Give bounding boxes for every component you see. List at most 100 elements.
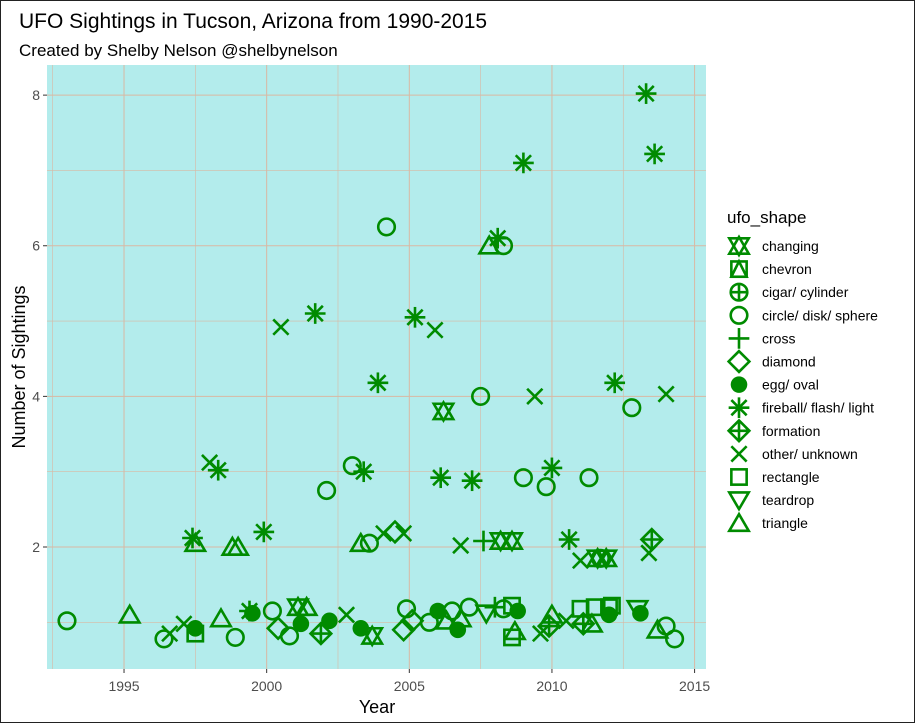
- legend-label: chevron: [762, 261, 812, 277]
- data-point-changing: [431, 399, 456, 423]
- data-point-circle: [513, 468, 533, 488]
- legend-key-changing: [727, 234, 751, 258]
- data-point-other: [337, 606, 356, 624]
- data-point-circle: [376, 217, 397, 237]
- data-point-egg: [509, 602, 526, 620]
- legend-label: cigar/ cylinder: [762, 284, 849, 300]
- chart-subtitle: Created by Shelby Nelson @shelbynelson: [19, 41, 338, 60]
- legend-key-egg: [730, 376, 748, 393]
- data-point-circle: [317, 480, 337, 501]
- data-point-triangle: [348, 531, 373, 553]
- y-axis-title: Number of Sightings: [9, 285, 29, 448]
- data-point-circle: [471, 386, 491, 406]
- data-point-fireball: [541, 457, 563, 479]
- data-points: [57, 83, 685, 649]
- data-point-cross: [473, 530, 494, 552]
- x-tick-label: 2010: [536, 678, 567, 694]
- legend-label: fireball/ flash/ light: [762, 400, 874, 416]
- data-point-triangle: [579, 612, 604, 633]
- data-point-egg: [187, 620, 204, 637]
- legend-label: circle/ disk/ sphere: [762, 307, 878, 323]
- data-point-fireball: [367, 372, 389, 394]
- data-point-circle: [419, 612, 439, 632]
- data-point-fireball: [430, 467, 452, 489]
- legend-key-teardrop: [727, 491, 751, 512]
- legend-label: formation: [762, 423, 820, 439]
- y-axis-ticks: 2 4 6 8: [32, 87, 47, 555]
- legend-key-formation: [726, 418, 752, 443]
- data-point-fireball: [604, 372, 626, 394]
- data-point-diamond: [400, 608, 425, 633]
- legend-key-chevron: [729, 258, 749, 279]
- data-point-fireball: [304, 303, 326, 324]
- data-point-triangle: [226, 535, 251, 556]
- legend-title: ufo_shape: [727, 208, 806, 227]
- legend-label: triangle: [762, 515, 808, 531]
- data-point-triangle: [645, 618, 670, 639]
- data-point-diamond: [382, 519, 408, 545]
- data-point-fireball: [404, 306, 426, 328]
- legend-label: egg/ oval: [762, 377, 819, 393]
- data-point-triangle: [539, 603, 564, 624]
- legend-label: diamond: [762, 354, 816, 370]
- data-point-fireball: [635, 83, 657, 104]
- data-point-changing: [500, 529, 524, 553]
- data-point-circle: [262, 601, 282, 621]
- data-point-fireball: [207, 459, 229, 481]
- data-point-formation: [308, 621, 334, 646]
- data-point-circle: [342, 456, 362, 476]
- data-point-other: [571, 552, 590, 570]
- y-tick-label: 6: [32, 238, 40, 254]
- x-tick-label: 2015: [679, 678, 710, 694]
- legend-label: rectangle: [762, 469, 820, 485]
- data-point-changing: [594, 546, 619, 570]
- data-point-changing: [360, 624, 385, 648]
- data-point-circle: [622, 398, 642, 418]
- legend-key-fireball: [728, 397, 750, 419]
- data-point-circle: [154, 629, 174, 649]
- data-point-circle: [57, 611, 77, 631]
- data-point-fireball: [558, 529, 580, 550]
- legend-key-diamond: [726, 349, 752, 374]
- data-point-egg: [632, 605, 649, 622]
- data-point-other: [557, 612, 575, 630]
- x-tick-label: 2005: [394, 678, 425, 694]
- legend-label: changing: [762, 238, 819, 254]
- data-point-triangle: [502, 619, 527, 641]
- data-point-triangle: [209, 606, 233, 628]
- data-point-other: [161, 625, 179, 643]
- data-point-egg: [244, 605, 261, 622]
- data-point-other: [272, 318, 290, 336]
- legend-key-cross: [728, 328, 750, 349]
- data-point-circle: [579, 468, 599, 488]
- y-tick-label: 8: [32, 87, 40, 103]
- data-point-egg: [292, 615, 310, 633]
- data-point-circle: [359, 533, 379, 553]
- data-point-circle: [279, 626, 300, 646]
- data-point-triangle: [117, 603, 142, 624]
- plot-panel: [47, 65, 706, 669]
- data-point-other: [426, 321, 444, 339]
- legend-key-cigar: [729, 282, 749, 302]
- data-point-other: [531, 625, 550, 643]
- data-point-fireball: [353, 461, 375, 483]
- data-point-rectangle: [602, 596, 621, 615]
- x-tick-label: 1995: [108, 678, 139, 694]
- y-tick-label: 4: [32, 388, 40, 404]
- data-point-egg: [429, 602, 447, 620]
- data-point-teardrop: [474, 604, 499, 625]
- data-point-formation: [639, 527, 664, 552]
- data-point-diamond: [391, 617, 416, 642]
- legend-key-other: [730, 445, 748, 463]
- data-point-circle: [665, 629, 685, 649]
- legend-key-rectangle: [730, 468, 748, 486]
- x-axis-ticks: 1995 2000 2005 2010 2015: [108, 669, 710, 694]
- data-point-diamond: [265, 616, 291, 641]
- data-point-fireball: [253, 521, 275, 543]
- legend: changing chevron cigar/ cylinder circle/ di…: [726, 234, 878, 533]
- data-point-triangle: [183, 531, 208, 553]
- data-point-circle: [536, 477, 556, 497]
- x-tick-label: 2000: [251, 678, 282, 694]
